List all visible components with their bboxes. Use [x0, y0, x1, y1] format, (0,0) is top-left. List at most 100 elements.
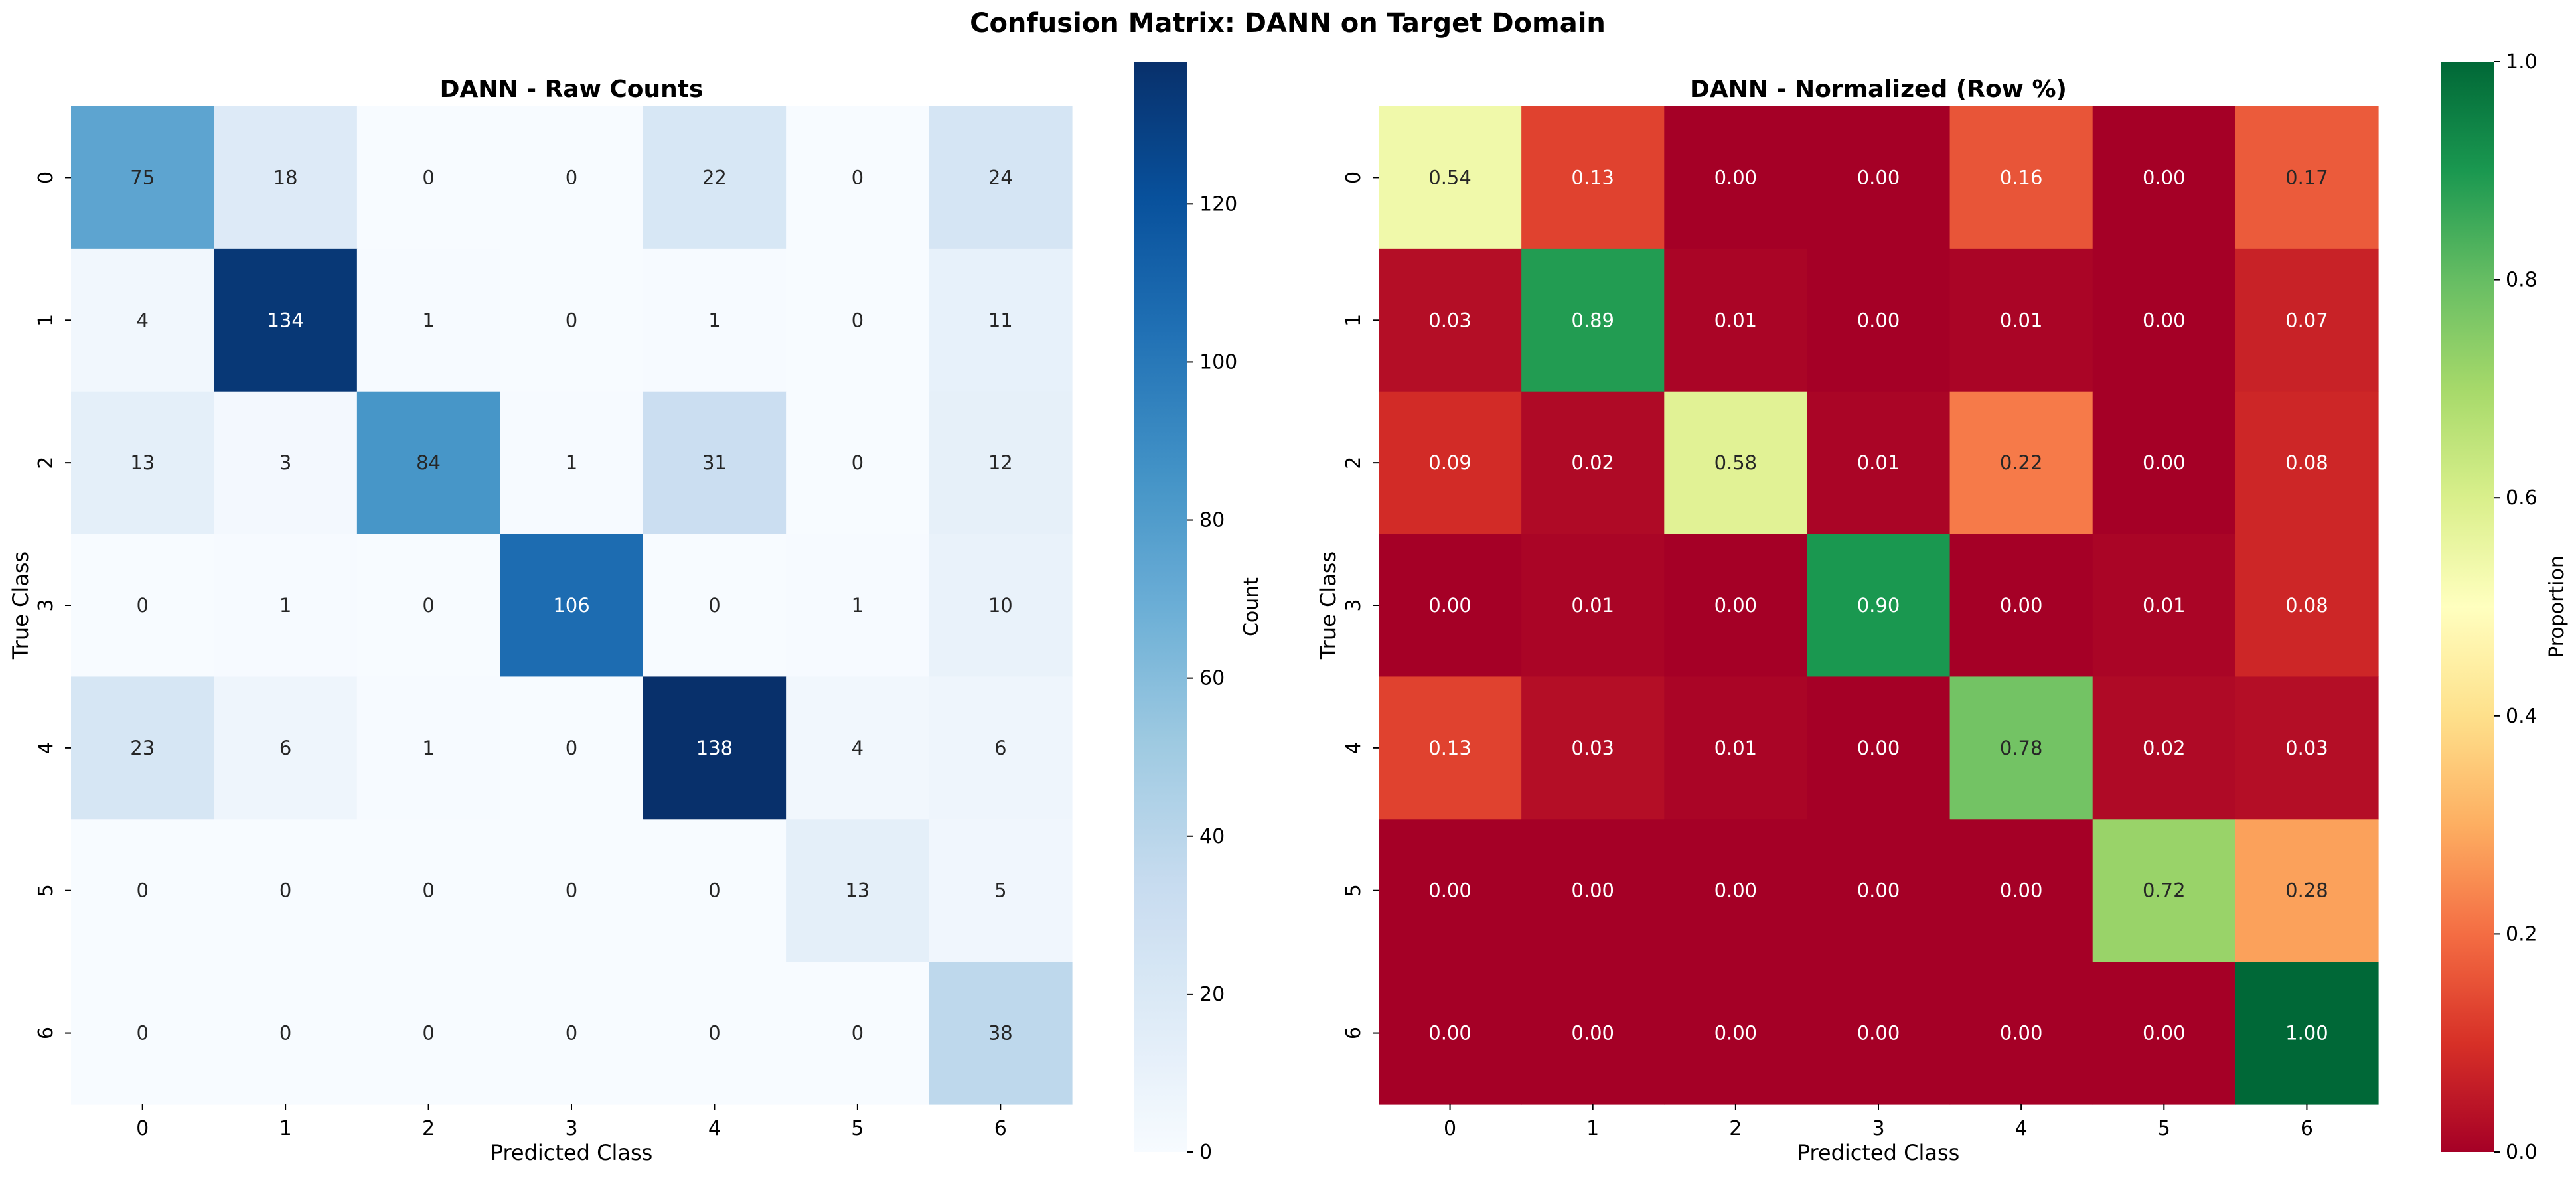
x-axis-label: Predicted Class	[491, 1140, 653, 1165]
cell-value-label: 0.09	[1428, 451, 1472, 474]
figure-title: Confusion Matrix: DANN on Target Domain	[970, 8, 1606, 38]
heatmap-cell	[929, 248, 1073, 392]
heatmap-cell	[786, 676, 930, 820]
y-tick-label: 2	[35, 457, 58, 469]
heatmap-cell	[71, 819, 215, 962]
cell-value-label: 0	[279, 1022, 291, 1045]
panel-title: DANN - Normalized (Row %)	[1690, 76, 2067, 103]
colorbar-tick-label: 0.8	[2506, 269, 2538, 292]
cell-value-label: 13	[845, 879, 870, 902]
cell-value-label: 0	[279, 879, 291, 902]
heatmap-cell	[1379, 534, 1522, 678]
heatmap-cell	[643, 676, 787, 820]
y-tick-label: 0	[1342, 171, 1365, 184]
cell-value-label: 38	[988, 1022, 1013, 1045]
heatmap-cell	[356, 819, 500, 962]
cell-value-label: 75	[130, 166, 155, 188]
cell-value-label: 0.00	[1714, 594, 1758, 617]
cell-value-label: 5	[994, 879, 1006, 902]
heatmap-cell	[1664, 534, 1808, 678]
colorbar-tick-label: 0	[1199, 1141, 1212, 1164]
cell-value-label: 13	[130, 451, 155, 474]
heatmap-cell	[500, 534, 644, 678]
cell-value-label: 0	[422, 879, 434, 902]
cell-value-label: 0.78	[2000, 737, 2043, 759]
cell-value-label: 0	[422, 1022, 434, 1045]
heatmap-cell	[2092, 248, 2236, 392]
cell-value-label: 11	[988, 309, 1013, 331]
heatmap-cell	[1664, 248, 1808, 392]
heatmap-cell	[1521, 534, 1665, 678]
cell-value-label: 0.00	[1428, 879, 1472, 902]
cell-value-label: 12	[988, 451, 1013, 474]
x-tick-label: 1	[1586, 1117, 1599, 1140]
cell-value-label: 0.00	[1571, 879, 1614, 902]
heatmap-cell	[1664, 106, 1808, 250]
cell-value-label: 0.13	[1571, 166, 1614, 188]
cell-value-label: 0.01	[2143, 594, 2186, 617]
cell-value-label: 0.13	[1428, 737, 1472, 759]
x-tick-label: 3	[1872, 1117, 1884, 1140]
x-tick-label: 6	[2301, 1117, 2313, 1140]
heatmap-cell	[71, 676, 215, 820]
heatmap-cell	[2092, 391, 2236, 535]
heatmap-cell	[1664, 962, 1808, 1105]
cell-value-label: 0.00	[1714, 166, 1758, 188]
heatmap-cell	[786, 534, 930, 678]
cell-value-label: 0	[852, 309, 864, 331]
colorbar-tick-label: 120	[1199, 192, 1237, 216]
heatmap-cell	[1949, 248, 2093, 392]
panel-title: DANN - Raw Counts	[440, 76, 704, 103]
cell-value-label: 0.01	[1571, 594, 1614, 617]
cell-value-label: 0	[566, 1022, 577, 1045]
heatmap-cell	[2092, 534, 2236, 678]
cell-value-label: 0.00	[1857, 879, 1900, 902]
heatmap-cell	[71, 534, 215, 678]
cell-value-label: 0.00	[1857, 309, 1900, 331]
cell-value-label: 0.01	[2000, 309, 2043, 331]
cell-value-label: 0.00	[2143, 1022, 2186, 1045]
heatmap-cell	[1379, 391, 1522, 535]
heatmap-cell	[1949, 819, 2093, 962]
x-tick-label: 1	[279, 1117, 292, 1140]
cell-value-label: 0	[566, 879, 577, 902]
heatmap-cell	[214, 248, 358, 392]
y-tick-label: 3	[1342, 599, 1365, 611]
cell-value-label: 4	[136, 309, 148, 331]
heatmap-cell	[786, 819, 930, 962]
x-tick-label: 0	[1444, 1117, 1456, 1140]
colorbar-tick-label: 60	[1199, 667, 1225, 690]
cell-value-label: 0	[136, 879, 148, 902]
x-tick-label: 6	[994, 1117, 1007, 1140]
heatmap-cell	[1664, 391, 1808, 535]
heatmap-cell	[356, 391, 500, 535]
y-tick-label: 2	[1342, 457, 1365, 469]
heatmap-cell	[1807, 248, 1951, 392]
cell-value-label: 1	[708, 309, 720, 331]
y-tick-label: 5	[35, 884, 58, 897]
heatmap-cell	[1521, 819, 1665, 962]
heatmap-cell	[786, 248, 930, 392]
heatmap-cell	[1379, 106, 1522, 250]
cell-value-label: 0.03	[1571, 737, 1614, 759]
y-axis-label: True Class	[8, 552, 33, 660]
heatmap-cell	[1949, 962, 2093, 1105]
heatmap-cell	[643, 534, 787, 678]
cell-value-label: 0.01	[1714, 737, 1758, 759]
cell-value-label: 0.03	[2285, 737, 2328, 759]
cell-value-label: 0	[422, 594, 434, 617]
heatmap-cell	[643, 962, 787, 1105]
heatmap-cell	[2092, 962, 2236, 1105]
cell-value-label: 0.00	[1428, 594, 1472, 617]
x-tick-label: 4	[708, 1117, 721, 1140]
cell-value-label: 0	[852, 166, 864, 188]
heatmap-cell	[2092, 819, 2236, 962]
colorbar-tick-label: 40	[1199, 825, 1225, 848]
heatmap-cell	[1807, 534, 1951, 678]
cell-value-label: 106	[553, 594, 589, 617]
colorbar	[2441, 62, 2494, 1152]
heatmap-cell	[356, 676, 500, 820]
heatmap-cell	[1807, 962, 1951, 1105]
